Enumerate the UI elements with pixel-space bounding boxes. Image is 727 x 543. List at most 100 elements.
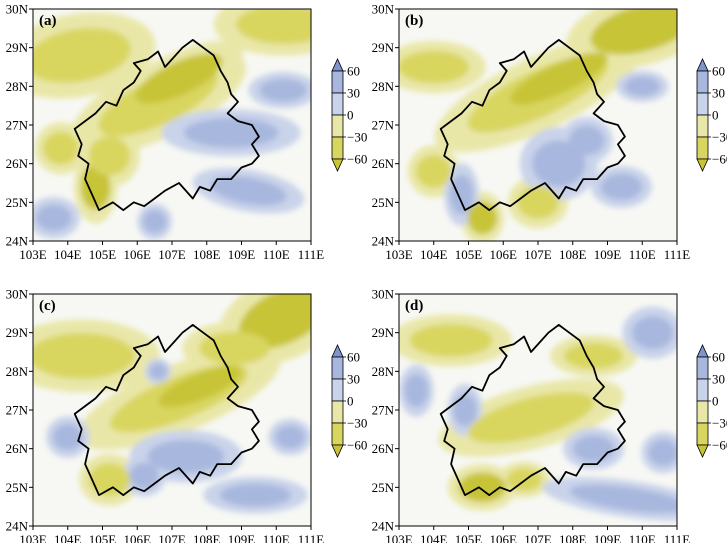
- anomaly-core: [129, 462, 159, 489]
- panel-1: 103E 104E 105E 106E 107E 108E 109E 110E 111E 24N 2…: [6, 2, 368, 263]
- panel-label: (a): [39, 13, 57, 29]
- y-tick-label: 26N: [6, 156, 29, 171]
- x-tick-label: 105E: [89, 247, 117, 262]
- x-tick-label: 108E: [193, 247, 221, 262]
- panel-label: (c): [39, 298, 56, 314]
- anomaly-core: [409, 323, 493, 357]
- y-tick-label: 26N: [372, 156, 395, 171]
- colorbar-segment: [331, 378, 344, 402]
- anomaly-core: [624, 76, 660, 97]
- colorbar: 60 30 0 −30 −60: [696, 58, 727, 172]
- y-tick-label: 26N: [372, 441, 395, 456]
- x-tick-label: 105E: [455, 247, 483, 262]
- y-tick-label: 28N: [372, 79, 395, 94]
- anomaly-core: [453, 393, 477, 427]
- anomaly-core: [648, 439, 677, 466]
- y-tick-label: 24N: [372, 519, 395, 534]
- x-tick-label: 110E: [263, 532, 290, 543]
- colorbar-top-arrow: [331, 344, 344, 358]
- anomaly-core: [569, 484, 677, 513]
- colorbar-segment: [696, 400, 709, 424]
- anomaly-field: [399, 306, 677, 521]
- x-tick-label: 109E: [594, 247, 622, 262]
- y-tick-label: 24N: [372, 234, 395, 249]
- x-tick-label: 103E: [385, 532, 413, 543]
- anomaly-core: [590, 9, 677, 55]
- anomaly-core: [142, 210, 167, 234]
- colorbar-segment: [696, 114, 709, 138]
- y-tick-label: 29N: [372, 325, 395, 340]
- anomaly-peak: [259, 300, 307, 334]
- panel-4: 103E 104E 105E 106E 107E 108E 109E 110E 111E 24N 2…: [372, 287, 727, 543]
- colorbar-label: −30: [347, 130, 367, 145]
- colorbar-label: 0: [347, 108, 354, 123]
- anomaly-field: [33, 9, 311, 240]
- colorbar-label: −60: [712, 152, 727, 167]
- anomaly-core: [210, 176, 287, 206]
- anomaly-peak: [474, 209, 491, 227]
- colorbar-segment: [696, 92, 709, 116]
- colorbar: 60 30 0 −30 −60: [331, 58, 367, 172]
- colorbar-top-arrow: [331, 58, 344, 72]
- y-tick-label: 24N: [6, 519, 29, 534]
- anomaly-core: [43, 131, 79, 165]
- anomaly-field: [399, 9, 677, 241]
- colorbar-bottom-arrow: [696, 158, 709, 172]
- anomaly-peak: [155, 65, 202, 92]
- x-tick-label: 104E: [54, 532, 82, 543]
- x-tick-label: 107E: [158, 247, 186, 262]
- y-tick-label: 27N: [372, 403, 395, 418]
- x-tick-label: 107E: [524, 247, 552, 262]
- panel-label: (b): [405, 13, 423, 29]
- anomaly-field: [33, 294, 311, 514]
- x-tick-label: 108E: [193, 532, 221, 543]
- colorbar-label: 0: [712, 108, 719, 123]
- x-tick-label: 110E: [263, 247, 290, 262]
- colorbar-segment: [696, 136, 709, 160]
- anomaly-peak: [87, 174, 104, 200]
- anomaly-core: [275, 425, 305, 449]
- colorbar-label: −60: [347, 438, 367, 453]
- y-tick-label: 25N: [372, 480, 395, 495]
- colorbar-segment: [696, 356, 709, 380]
- x-tick-label: 106E: [124, 247, 152, 262]
- y-tick-label: 24N: [6, 234, 29, 249]
- colorbar-label: −60: [712, 438, 727, 453]
- x-tick-label: 111E: [298, 532, 325, 543]
- colorbar-label: 30: [712, 86, 725, 101]
- panel-label: (d): [405, 298, 423, 314]
- colorbar: 60 30 0 −30 −60: [331, 344, 367, 458]
- y-tick-label: 27N: [372, 118, 395, 133]
- colorbar-bottom-arrow: [331, 158, 344, 172]
- x-tick-label: 111E: [664, 247, 691, 262]
- x-tick-label: 109E: [228, 247, 256, 262]
- x-tick-label: 111E: [298, 247, 325, 262]
- x-tick-label: 103E: [19, 532, 47, 543]
- x-tick-label: 110E: [629, 247, 656, 262]
- x-tick-label: 107E: [158, 532, 186, 543]
- x-tick-label: 104E: [420, 247, 448, 262]
- colorbar-label: −30: [712, 416, 727, 431]
- colorbar-segment: [331, 136, 344, 160]
- x-tick-label: 105E: [455, 532, 483, 543]
- y-tick-label: 30N: [6, 2, 29, 17]
- panel-3: 103E 104E 105E 106E 107E 108E 109E 110E 111E 24N 2…: [6, 287, 368, 543]
- anomaly-core: [532, 140, 586, 187]
- colorbar-segment: [331, 92, 344, 116]
- colorbar-label: −60: [347, 152, 367, 167]
- anomaly-core: [564, 342, 624, 370]
- y-tick-label: 28N: [372, 364, 395, 379]
- anomaly-peak: [533, 64, 585, 93]
- colorbar-segment: [696, 422, 709, 446]
- x-tick-label: 104E: [54, 247, 82, 262]
- colorbar-segment: [696, 70, 709, 94]
- x-tick-label: 109E: [594, 532, 622, 543]
- y-tick-label: 30N: [6, 287, 29, 302]
- colorbar-label: 60: [347, 64, 360, 79]
- anomaly-core: [399, 50, 470, 84]
- anomaly-core: [219, 483, 291, 507]
- anomaly-core: [149, 363, 167, 380]
- x-tick-label: 106E: [490, 532, 518, 543]
- x-tick-label: 103E: [19, 247, 47, 262]
- x-tick-label: 105E: [89, 532, 117, 543]
